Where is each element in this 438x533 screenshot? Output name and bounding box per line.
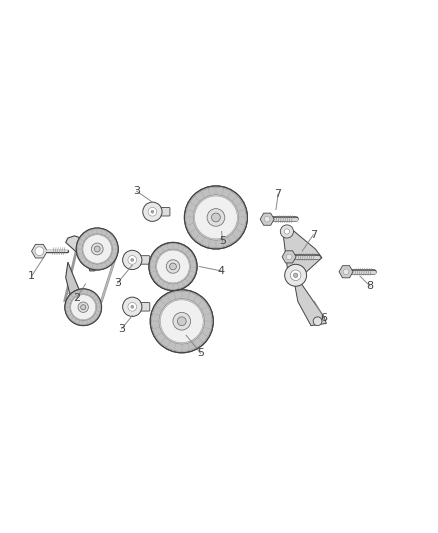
Circle shape	[170, 263, 177, 270]
Polygon shape	[32, 244, 47, 258]
Circle shape	[186, 187, 246, 248]
Circle shape	[92, 243, 103, 255]
Polygon shape	[339, 265, 353, 278]
FancyBboxPatch shape	[152, 207, 170, 216]
Circle shape	[212, 213, 220, 222]
Circle shape	[78, 302, 88, 312]
Circle shape	[151, 211, 154, 213]
Circle shape	[94, 246, 100, 252]
Circle shape	[65, 289, 102, 326]
FancyBboxPatch shape	[131, 303, 150, 311]
Circle shape	[82, 234, 113, 264]
Polygon shape	[343, 269, 349, 274]
Circle shape	[194, 196, 237, 239]
Polygon shape	[66, 262, 94, 314]
Circle shape	[77, 229, 117, 269]
Circle shape	[71, 295, 96, 320]
Circle shape	[159, 298, 205, 344]
Text: 3: 3	[133, 186, 140, 196]
Circle shape	[76, 228, 118, 270]
Circle shape	[128, 256, 137, 264]
Text: 8: 8	[367, 281, 374, 291]
Circle shape	[166, 260, 180, 273]
Circle shape	[131, 305, 134, 308]
Circle shape	[66, 289, 101, 325]
Polygon shape	[286, 254, 292, 260]
Polygon shape	[282, 251, 296, 263]
Circle shape	[143, 202, 162, 221]
Circle shape	[184, 186, 247, 249]
Circle shape	[285, 264, 307, 286]
Circle shape	[173, 312, 191, 330]
Circle shape	[148, 207, 157, 216]
Circle shape	[313, 317, 322, 326]
Circle shape	[284, 229, 290, 234]
Text: 6: 6	[321, 313, 328, 323]
Text: 3: 3	[114, 278, 121, 288]
Circle shape	[81, 305, 86, 310]
Circle shape	[83, 235, 112, 263]
Circle shape	[35, 247, 44, 255]
Circle shape	[160, 300, 203, 343]
Circle shape	[152, 291, 212, 352]
Circle shape	[150, 244, 196, 289]
Polygon shape	[264, 216, 270, 222]
Circle shape	[123, 297, 142, 317]
Circle shape	[70, 294, 96, 320]
Polygon shape	[66, 236, 107, 271]
Polygon shape	[283, 227, 322, 282]
Circle shape	[157, 250, 189, 283]
Circle shape	[123, 251, 142, 270]
Circle shape	[290, 270, 301, 280]
Circle shape	[128, 302, 137, 311]
Text: 4: 4	[218, 266, 225, 276]
Text: 7: 7	[275, 189, 282, 199]
Polygon shape	[260, 213, 274, 225]
Circle shape	[150, 290, 213, 353]
Circle shape	[193, 195, 239, 240]
Circle shape	[131, 259, 134, 261]
Text: 1: 1	[28, 271, 35, 281]
Text: 5: 5	[197, 348, 204, 358]
Text: 3: 3	[118, 324, 125, 334]
Circle shape	[280, 225, 293, 238]
Polygon shape	[293, 278, 326, 326]
Circle shape	[293, 273, 298, 278]
Circle shape	[155, 249, 191, 284]
FancyBboxPatch shape	[131, 256, 150, 264]
Text: 7: 7	[310, 230, 317, 240]
Circle shape	[149, 243, 197, 290]
Circle shape	[207, 208, 225, 227]
Text: 2: 2	[73, 293, 80, 303]
Text: 5: 5	[219, 236, 226, 246]
Circle shape	[177, 317, 186, 326]
